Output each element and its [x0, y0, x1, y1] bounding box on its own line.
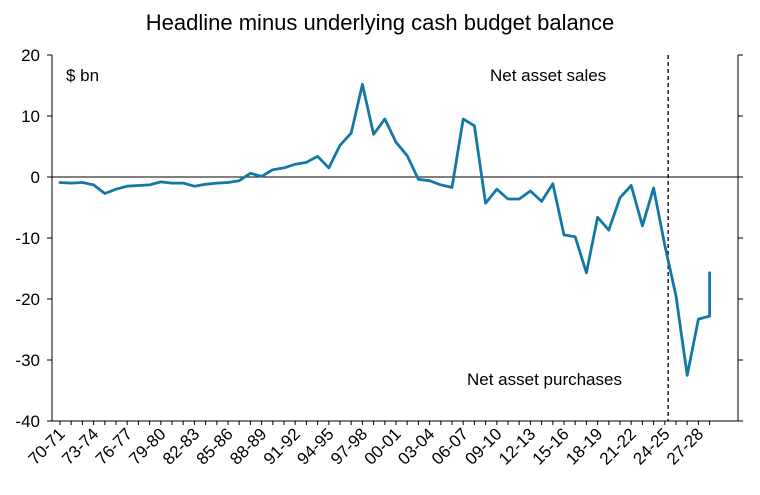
y-tick-label: -10 — [15, 229, 40, 248]
x-tick-label: 27-28 — [663, 424, 707, 468]
x-tick-label: 91-92 — [260, 424, 304, 468]
x-tick-label: 06-07 — [428, 424, 472, 468]
chart-title: Headline minus underlying cash budget ba… — [146, 10, 614, 35]
x-tick-label: 79-80 — [125, 424, 169, 468]
x-tick-label: 70-71 — [25, 424, 69, 468]
y-tick-label: 20 — [21, 46, 40, 65]
x-tick-label: 09-10 — [461, 424, 505, 468]
y-tick-label: 0 — [31, 168, 40, 187]
annotation-net-asset-purchases: Net asset purchases — [467, 370, 622, 389]
x-tick-label: 12-13 — [495, 424, 539, 468]
x-tick-label: 18-19 — [562, 424, 606, 468]
y-tick-label: 10 — [21, 107, 40, 126]
x-tick-label: 76-77 — [92, 424, 136, 468]
x-tick-label: 82-83 — [159, 424, 203, 468]
y-tick-label: -40 — [15, 412, 40, 431]
unit-label: $ bn — [66, 66, 99, 85]
series-line — [58, 82, 711, 377]
x-tick-label: 85-86 — [193, 424, 237, 468]
x-tick-label: 03-04 — [394, 424, 438, 468]
x-axis-ticks: 70-7173-7476-7779-8082-8385-8688-8991-92… — [25, 421, 711, 469]
x-tick-label: 73-74 — [58, 424, 102, 468]
x-tick-label: 00-01 — [361, 424, 405, 468]
x-tick-label: 15-16 — [529, 424, 573, 468]
annotation-net-asset-sales: Net asset sales — [490, 66, 606, 85]
y-tick-label: -20 — [15, 290, 40, 309]
x-tick-label: 94-95 — [293, 424, 337, 468]
y-axis-ticks: 20 10 0 -10 -20 -30 -40 — [15, 46, 743, 431]
y-tick-label: -30 — [15, 351, 40, 370]
x-tick-label: 97-98 — [327, 424, 371, 468]
x-tick-label: 21-22 — [596, 424, 640, 468]
axes — [51, 55, 739, 422]
series-layer — [58, 82, 711, 377]
x-tick-label: 88-89 — [226, 424, 270, 468]
x-tick-label: 24-25 — [629, 424, 673, 468]
